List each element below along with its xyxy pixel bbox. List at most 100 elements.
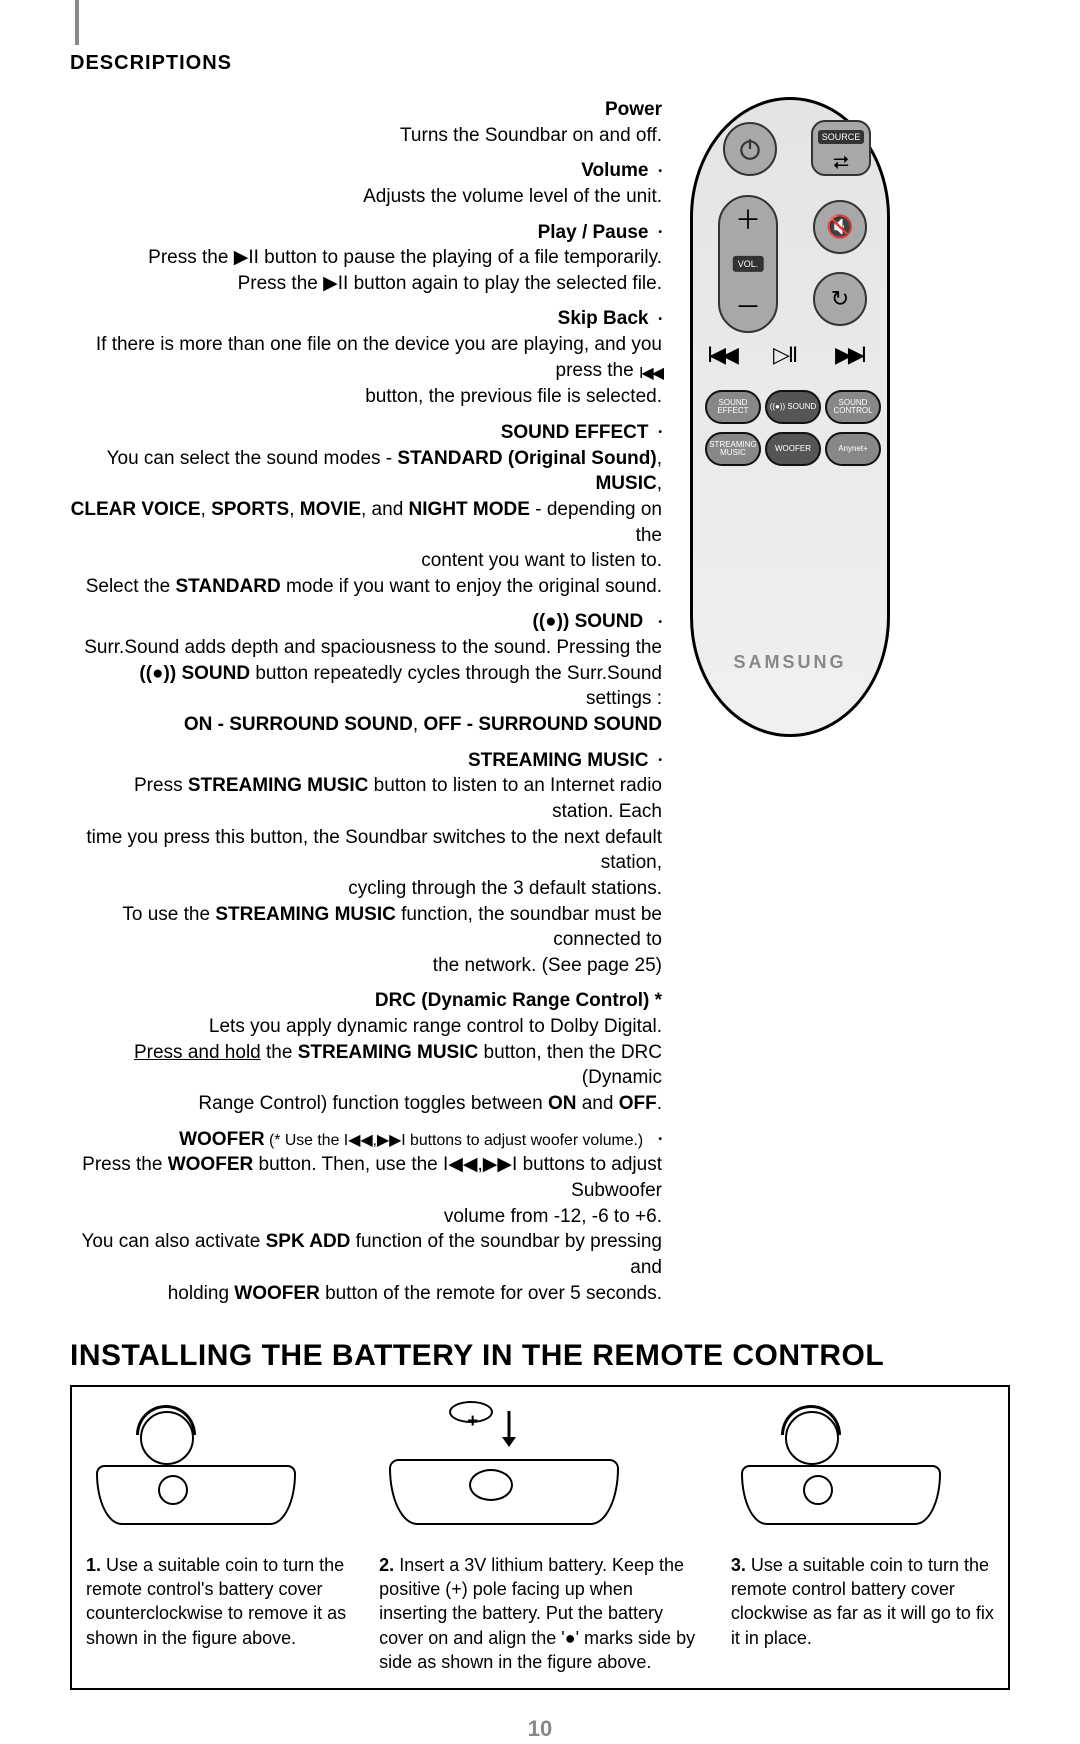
step3-body: Use a suitable coin to turn the remote c… bbox=[731, 1555, 994, 1648]
desc-effect: SOUND EFFECT You can select the sound mo… bbox=[70, 420, 662, 599]
woofer-l1: Press the WOOFER button. Then, use the I… bbox=[70, 1152, 662, 1203]
woofer-l4: holding WOOFER button of the remote for … bbox=[70, 1281, 662, 1307]
remote-repeat-button: ↻ bbox=[813, 272, 867, 326]
down-arrow-icon bbox=[499, 1411, 519, 1455]
repeat-icon: ↻ bbox=[831, 284, 849, 314]
power-icon bbox=[737, 136, 763, 162]
plus-icon: + bbox=[467, 1409, 478, 1435]
remote-anynet-button: Anynet+ bbox=[825, 432, 881, 466]
remote-sound-control-button: SOUND CONTROL bbox=[825, 390, 881, 424]
volume-down-icon: － bbox=[720, 290, 776, 325]
step1-text: 1. Use a suitable coin to turn the remot… bbox=[86, 1553, 349, 1650]
woofer-heading: WOOFER (* Use the I◀◀,▶▶I buttons to adj… bbox=[179, 1127, 662, 1153]
effect-l3: content you want to listen to. bbox=[70, 548, 662, 574]
stream-l1: Press STREAMING MUSIC button to listen t… bbox=[70, 773, 662, 824]
install-fig-2: + bbox=[379, 1405, 701, 1535]
battery-cover2-icon bbox=[389, 1459, 619, 1525]
desc-skip: Skip Back If there is more than one file… bbox=[70, 306, 662, 410]
coin2-icon bbox=[785, 1411, 839, 1465]
effect-l2: CLEAR VOICE, SPORTS, MOVIE, and NIGHT MO… bbox=[70, 497, 662, 548]
remote-sound-effect-button: SOUND EFFECT bbox=[705, 390, 761, 424]
step2-body: Insert a 3V lithium battery. Keep the po… bbox=[379, 1555, 695, 1672]
install-fig-3 bbox=[731, 1405, 994, 1535]
woofer-l3: You can also activate SPK ADD function o… bbox=[70, 1229, 662, 1280]
surr-heading: ((●)) SOUND bbox=[533, 609, 663, 635]
volume-text: Adjusts the volume level of the unit. bbox=[70, 184, 662, 210]
remote-streaming-button: STREAMING MUSIC bbox=[705, 432, 761, 466]
effect-l4: Select the STANDARD mode if you want to … bbox=[70, 574, 662, 600]
source-label: SOURCE bbox=[818, 130, 865, 144]
section-heading: DESCRIPTIONS bbox=[70, 50, 1010, 77]
battery-well-icon bbox=[469, 1469, 513, 1501]
desc-play: Play / Pause Press the ▶II button to pau… bbox=[70, 220, 662, 297]
install-fig-1 bbox=[86, 1405, 349, 1535]
step1-body: Use a suitable coin to turn the remote c… bbox=[86, 1555, 346, 1648]
stream-l5: the network. (See page 25) bbox=[70, 953, 662, 979]
source-icon: ⮂ bbox=[813, 150, 869, 177]
remote-skip-back-button: I◀◀ bbox=[707, 340, 735, 370]
mute-icon: 🔇 bbox=[826, 212, 853, 242]
install-step-2: + 2. Insert a 3V lithium battery. Keep t… bbox=[379, 1405, 701, 1674]
step3-num: 3. bbox=[731, 1555, 746, 1575]
install-row: 1. Use a suitable coin to turn the remot… bbox=[86, 1405, 994, 1674]
skip-back-icon: I◀◀ bbox=[639, 363, 662, 385]
power-heading: Power bbox=[605, 97, 662, 123]
remote-power-button bbox=[723, 122, 777, 176]
effect-heading: SOUND EFFECT bbox=[501, 420, 662, 446]
step2-num: 2. bbox=[379, 1555, 394, 1575]
page-number: 10 bbox=[70, 1714, 1010, 1744]
woofer-l2: volume from -12, -6 to +6. bbox=[70, 1204, 662, 1230]
skip-text1: If there is more than one file on the de… bbox=[70, 332, 662, 384]
coin-icon bbox=[140, 1411, 194, 1465]
desc-volume: Volume Adjusts the volume level of the u… bbox=[70, 158, 662, 209]
surr-icon: ((●)) bbox=[533, 611, 570, 632]
desc-surr: ((●)) SOUND Surr.Sound adds depth and sp… bbox=[70, 609, 662, 737]
stream-l3: cycling through the 3 default stations. bbox=[70, 876, 662, 902]
page-edge-marker bbox=[75, 0, 79, 45]
step1-num: 1. bbox=[86, 1555, 101, 1575]
drc-heading: DRC (Dynamic Range Control) * bbox=[375, 988, 662, 1014]
play-text2: Press the ▶II button again to play the s… bbox=[70, 271, 662, 297]
descriptions-area: Power Turns the Soundbar on and off. Vol… bbox=[70, 97, 1010, 1316]
desc-stream: STREAMING MUSIC Press STREAMING MUSIC bu… bbox=[70, 748, 662, 979]
install-heading: INSTALLING THE BATTERY IN THE REMOTE CON… bbox=[70, 1336, 1010, 1377]
battery-cover-icon bbox=[96, 1465, 296, 1525]
remote-play-pause-button: ▷II bbox=[773, 340, 796, 370]
drc-l2: Press and hold the STREAMING MUSIC butto… bbox=[70, 1040, 662, 1091]
skip-heading: Skip Back bbox=[558, 306, 662, 332]
volume-heading: Volume bbox=[581, 158, 662, 184]
battery-cover3-icon bbox=[741, 1465, 941, 1525]
remote-source-button: SOURCE ⮂ bbox=[811, 120, 871, 176]
drc-l1: Lets you apply dynamic range control to … bbox=[70, 1014, 662, 1040]
remote-illustration: SOURCE ⮂ ＋ VOL. － 🔇 ↻ I◀◀ ▷II ▶▶I bbox=[690, 97, 910, 737]
surr-l2: ((●)) SOUND button repeatedly cycles thr… bbox=[70, 661, 662, 712]
surr-l3: ON - SURROUND SOUND, OFF - SURROUND SOUN… bbox=[70, 712, 662, 738]
skip-t1-pre: If there is more than one file on the de… bbox=[96, 334, 662, 381]
drc-l3: Range Control) function toggles between … bbox=[70, 1091, 662, 1117]
install-step-1: 1. Use a suitable coin to turn the remot… bbox=[86, 1405, 349, 1650]
remote-volume-rocker: ＋ VOL. － bbox=[718, 195, 778, 333]
desc-woofer: WOOFER (* Use the I◀◀,▶▶I buttons to adj… bbox=[70, 1127, 662, 1306]
surr-l1: Surr.Sound adds depth and spaciousness t… bbox=[70, 635, 662, 661]
play-text1: Press the ▶II button to pause the playin… bbox=[70, 245, 662, 271]
stream-l2: time you press this button, the Soundbar… bbox=[70, 825, 662, 876]
remote-woofer-button: WOOFER bbox=[765, 432, 821, 466]
effect-l1: You can select the sound modes - STANDAR… bbox=[70, 446, 662, 497]
descriptions-column: Power Turns the Soundbar on and off. Vol… bbox=[70, 97, 670, 1316]
play-heading: Play / Pause bbox=[538, 220, 662, 246]
remote-body: SOURCE ⮂ ＋ VOL. － 🔇 ↻ I◀◀ ▷II ▶▶I bbox=[690, 97, 890, 737]
desc-drc: DRC (Dynamic Range Control) * Lets you a… bbox=[70, 988, 662, 1116]
power-text: Turns the Soundbar on and off. bbox=[70, 123, 662, 149]
remote-mode-row-1: SOUND EFFECT ((●)) SOUND SOUND CONTROL bbox=[705, 390, 881, 424]
cover-slot2-icon bbox=[803, 1475, 833, 1505]
remote-skip-fwd-button: ▶▶I bbox=[835, 340, 863, 370]
install-step-3: 3. Use a suitable coin to turn the remot… bbox=[731, 1405, 994, 1650]
stream-heading: STREAMING MUSIC bbox=[468, 748, 662, 774]
volume-up-icon: ＋ bbox=[720, 203, 776, 238]
stream-l4: To use the STREAMING MUSIC function, the… bbox=[70, 902, 662, 953]
install-box: 1. Use a suitable coin to turn the remot… bbox=[70, 1385, 1010, 1690]
step2-text: 2. Insert a 3V lithium battery. Keep the… bbox=[379, 1553, 701, 1674]
volume-label: VOL. bbox=[733, 256, 764, 272]
remote-mode-row-2: STREAMING MUSIC WOOFER Anynet+ bbox=[705, 432, 881, 466]
remote-surround-button: ((●)) SOUND bbox=[765, 390, 821, 424]
